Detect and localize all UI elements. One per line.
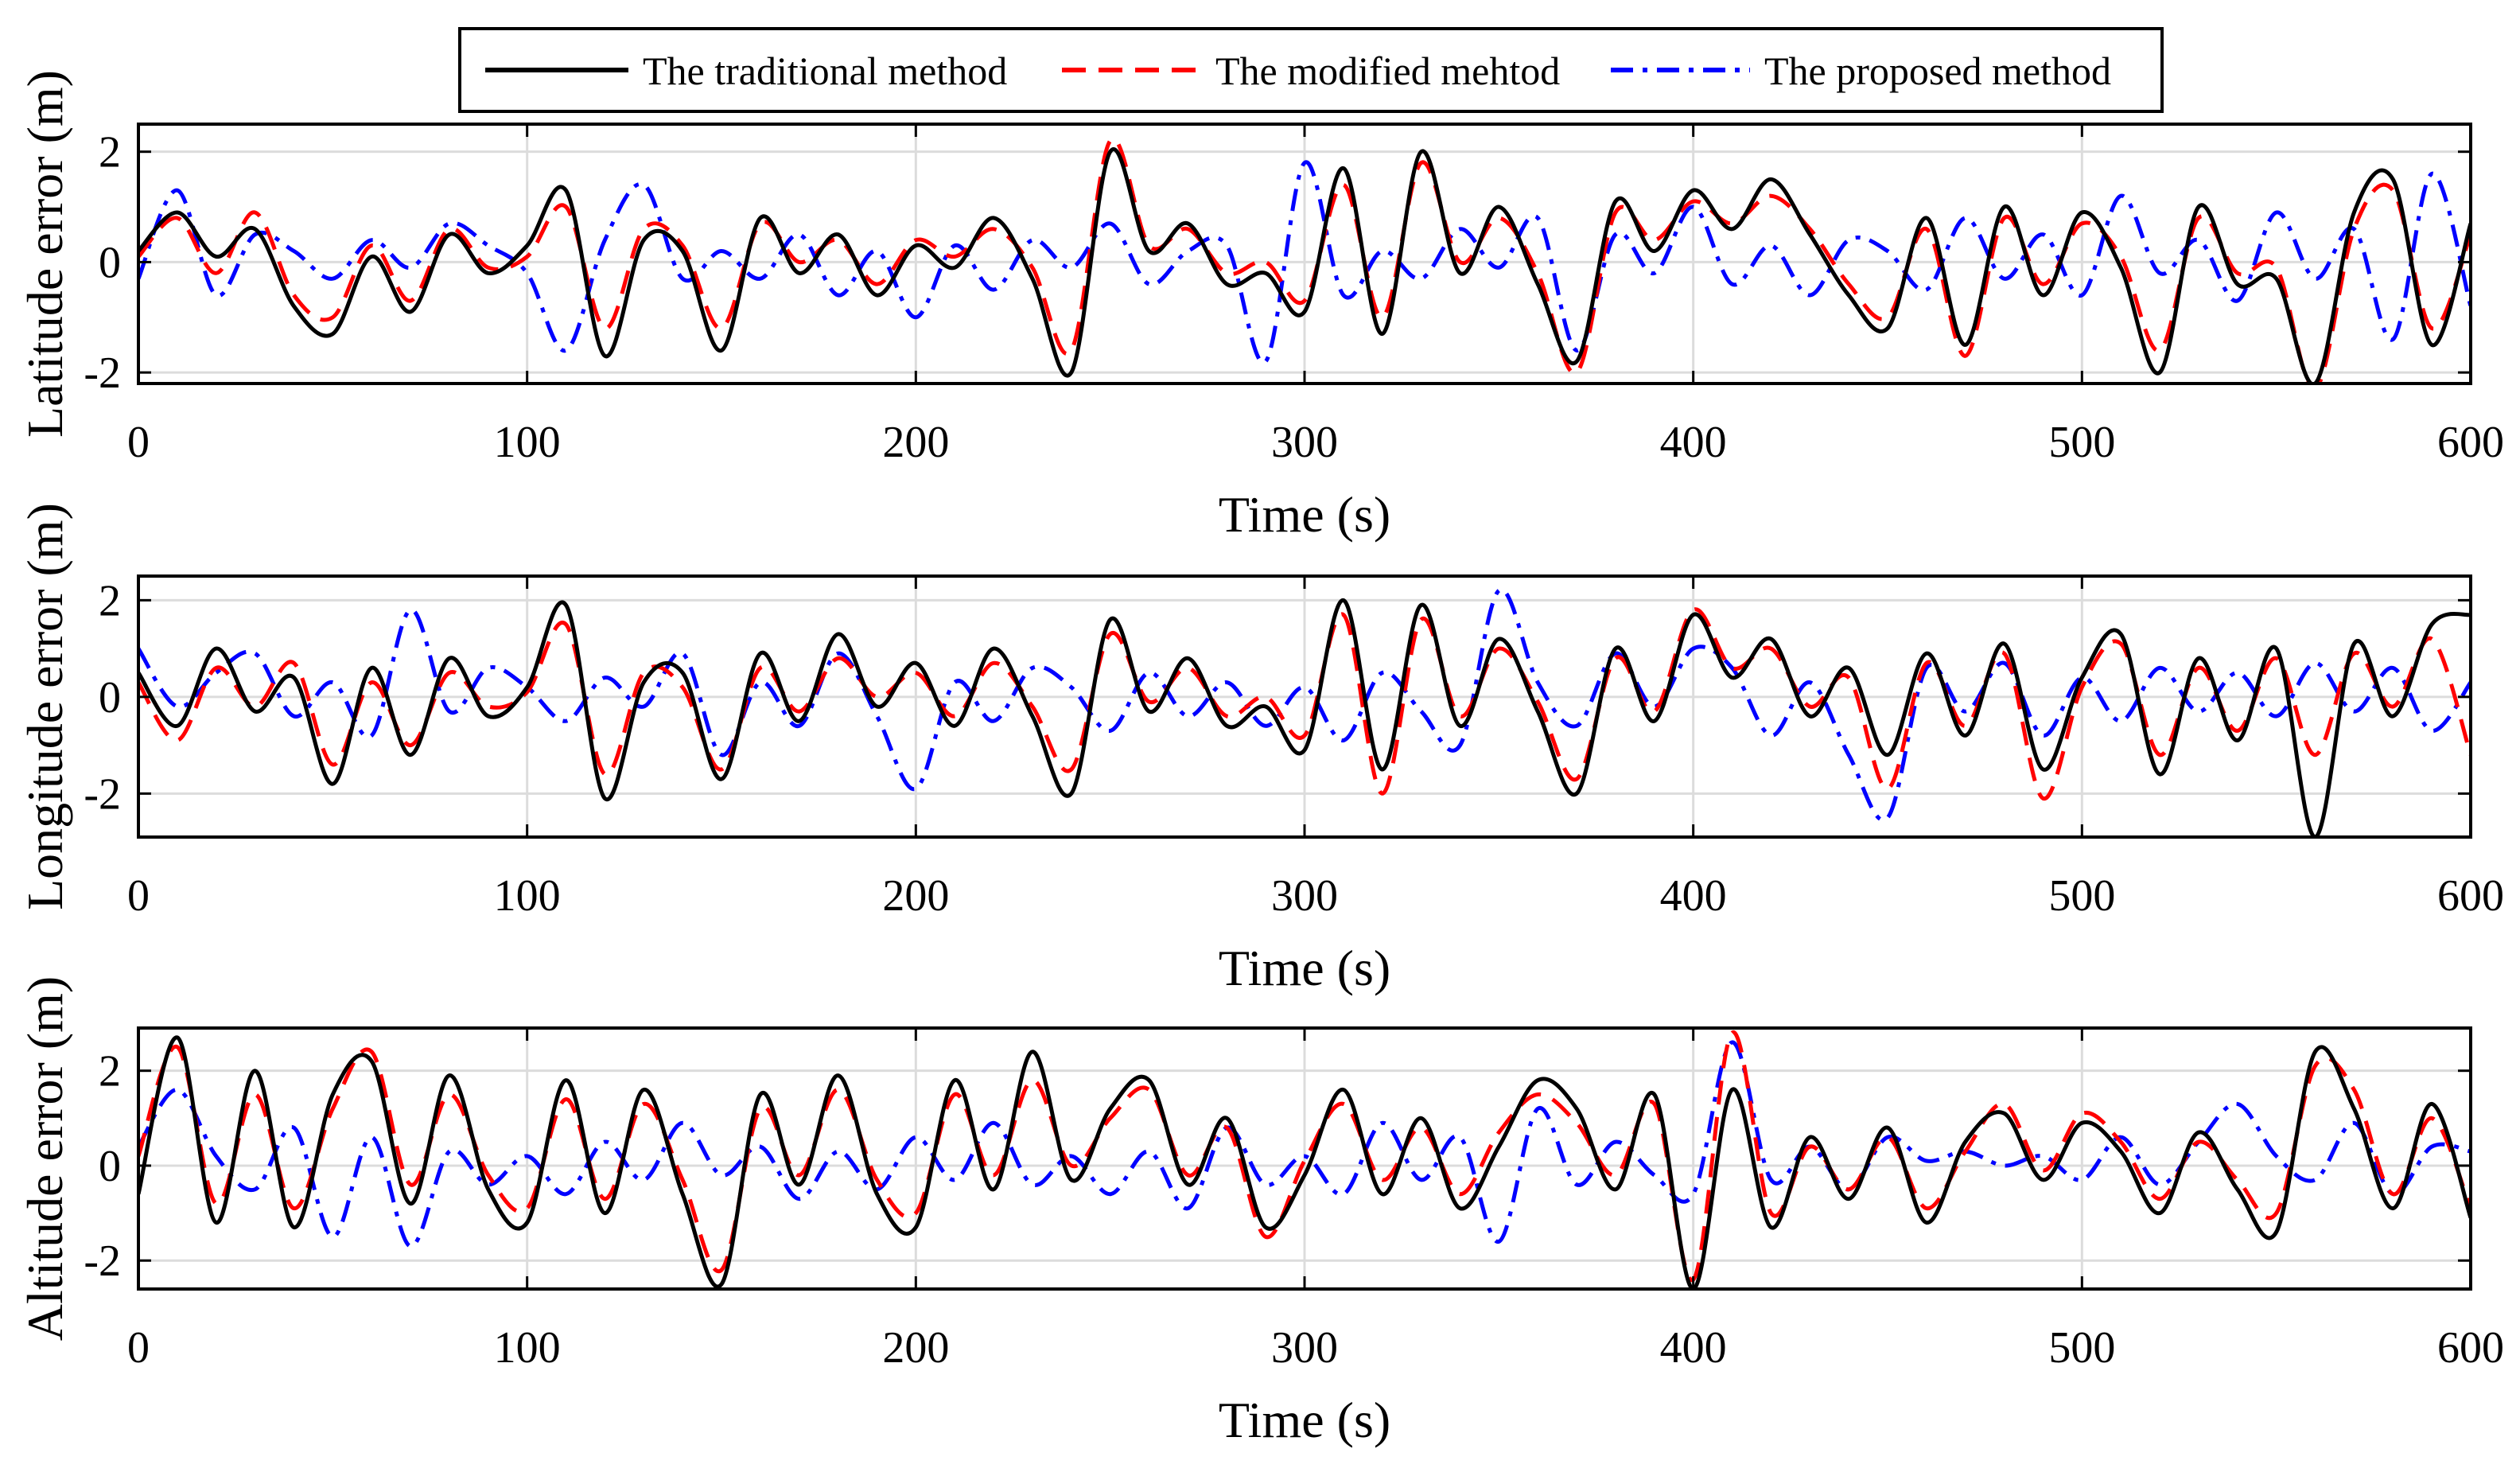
x-tick-label: 200 bbox=[882, 418, 949, 467]
legend-label-traditional: The traditional method bbox=[643, 49, 1007, 93]
legend-label-proposed: The proposed method bbox=[1764, 49, 2111, 93]
y-tick-label: 0 bbox=[99, 1142, 121, 1191]
series-line-the-traditional-method bbox=[138, 1035, 2471, 1289]
grid bbox=[137, 576, 2472, 837]
y-tick-label: -2 bbox=[84, 1236, 121, 1286]
x-tick-label: 0 bbox=[127, 1323, 150, 1373]
y-tick-label: 2 bbox=[99, 1047, 121, 1096]
x-tick-label: 200 bbox=[882, 1323, 949, 1373]
y-tick-label: -2 bbox=[84, 349, 121, 398]
y-tick-label: 2 bbox=[99, 576, 121, 625]
series-line-the-modified-mehtod bbox=[138, 136, 2471, 384]
grid bbox=[137, 1028, 2472, 1289]
y-tick-label: 0 bbox=[99, 238, 121, 287]
x-tick-label: 300 bbox=[1271, 1323, 1338, 1373]
x-tick-label: 600 bbox=[2437, 418, 2504, 467]
x-tick-label: 400 bbox=[1660, 1323, 1727, 1373]
x-tick-label: 100 bbox=[494, 1323, 561, 1373]
x-tick-label: 400 bbox=[1660, 871, 1727, 921]
x-tick-label: 400 bbox=[1660, 418, 1727, 467]
y-tick-label: 0 bbox=[99, 673, 121, 722]
x-tick-label: 100 bbox=[494, 418, 561, 467]
series-group bbox=[138, 1030, 2471, 1289]
y-tick-label: 2 bbox=[99, 128, 121, 177]
x-tick-label: 200 bbox=[882, 871, 949, 921]
series-group bbox=[138, 587, 2471, 837]
x-axis-label: Time (s) bbox=[1219, 940, 1390, 996]
x-tick-label: 600 bbox=[2437, 1323, 2504, 1373]
x-tick-label: 500 bbox=[2048, 871, 2115, 921]
series-line-the-modified-mehtod bbox=[138, 607, 2471, 800]
series-line-the-traditional-method bbox=[138, 147, 2471, 384]
series-line-the-proposed-method bbox=[138, 160, 2471, 365]
legend-box bbox=[458, 27, 2164, 113]
x-tick-label: 500 bbox=[2048, 418, 2115, 467]
x-axis-label: Time (s) bbox=[1219, 1392, 1390, 1448]
y-axis-label: Longitude error (m) bbox=[17, 503, 73, 910]
chart-panel-2: 0 100 200 300 400 500 600 -2 0 2 Time (s) Longitude… bbox=[17, 503, 2504, 996]
y-tick-label: -2 bbox=[84, 769, 121, 819]
x-tick-label: 0 bbox=[127, 418, 150, 467]
series-line-the-modified-mehtod bbox=[138, 1030, 2471, 1282]
x-tick-label: 600 bbox=[2437, 871, 2504, 921]
x-tick-label: 0 bbox=[127, 871, 150, 921]
legend-label-modified: The modified mehtod bbox=[1215, 49, 1560, 93]
y-axis-label: Altitude error (m) bbox=[17, 976, 73, 1342]
x-axis-label: Time (s) bbox=[1219, 486, 1390, 543]
x-tick-label: 300 bbox=[1271, 871, 1338, 921]
x-tick-label: 300 bbox=[1271, 418, 1338, 467]
y-axis-label: Latitude error (m) bbox=[17, 70, 73, 438]
x-tick-label: 100 bbox=[494, 871, 561, 921]
series-group bbox=[138, 136, 2471, 384]
legend: The traditional method The modified meht… bbox=[458, 27, 2164, 113]
x-tick-label: 500 bbox=[2048, 1323, 2115, 1373]
series-line-the-traditional-method bbox=[138, 598, 2471, 837]
